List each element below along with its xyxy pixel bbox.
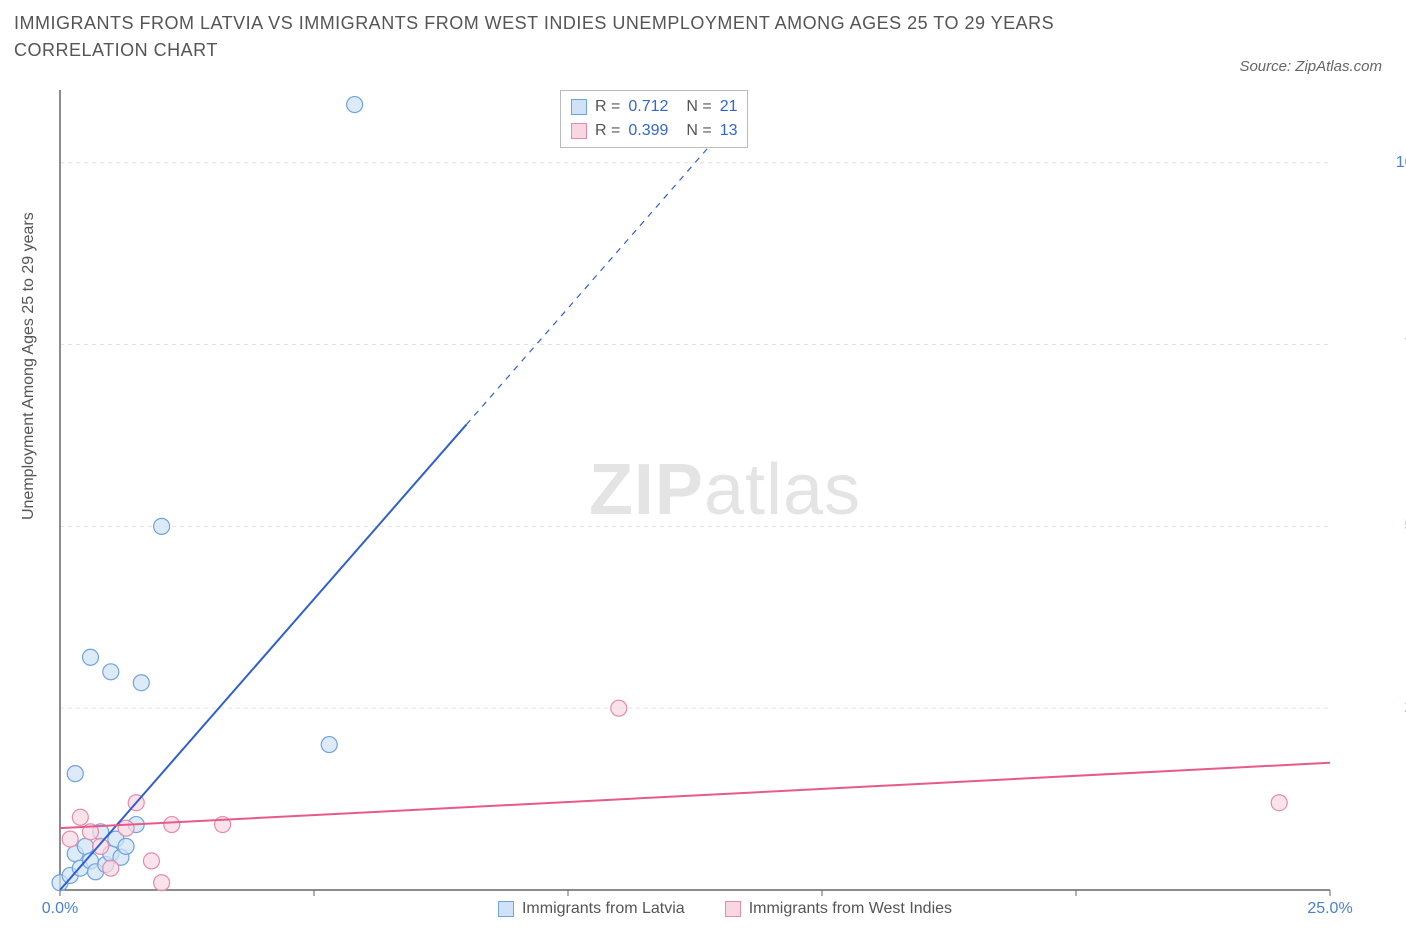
r-value: 0.399 — [628, 122, 678, 140]
n-label: N = — [686, 98, 711, 116]
n-value: 13 — [720, 122, 738, 140]
n-label: N = — [686, 122, 711, 140]
legend-item: Immigrants from West Indies — [725, 900, 952, 918]
legend-row: R = 0.399 N = 13 — [571, 119, 737, 143]
scatter-plot-svg — [60, 90, 1330, 890]
x-axis-tick-label: 25.0% — [1307, 900, 1352, 918]
n-value: 21 — [720, 98, 738, 116]
y-axis-label: Unemployment Among Ages 25 to 29 years — [20, 212, 38, 520]
chart-area: ZIPatlas R =0.712N =21R =0.399N =13 Immi… — [60, 90, 1390, 890]
legend-label: Immigrants from Latvia — [522, 900, 685, 918]
legend-swatch — [571, 99, 587, 115]
r-value: 0.712 — [628, 98, 678, 116]
r-label: R = — [595, 98, 620, 116]
r-label: R = — [595, 122, 620, 140]
legend-swatch — [725, 901, 741, 917]
legend-swatch — [498, 901, 514, 917]
correlation-legend: R = 0.712 N = 21 R = 0.399 N = 13 — [560, 90, 748, 148]
source-attribution: Source: ZipAtlas.com — [1239, 58, 1382, 75]
chart-title: IMMIGRANTS FROM LATVIA VS IMMIGRANTS FRO… — [14, 10, 1164, 64]
series-legend: Immigrants from Latvia Immigrants from We… — [498, 900, 952, 918]
legend-item: Immigrants from Latvia — [498, 900, 685, 918]
legend-swatch — [571, 123, 587, 139]
x-axis-tick-label: 0.0% — [42, 900, 78, 918]
legend-row: R = 0.712 N = 21 — [571, 95, 737, 119]
y-axis-tick-label: 100.0% — [1396, 154, 1406, 172]
legend-label: Immigrants from West Indies — [749, 900, 952, 918]
